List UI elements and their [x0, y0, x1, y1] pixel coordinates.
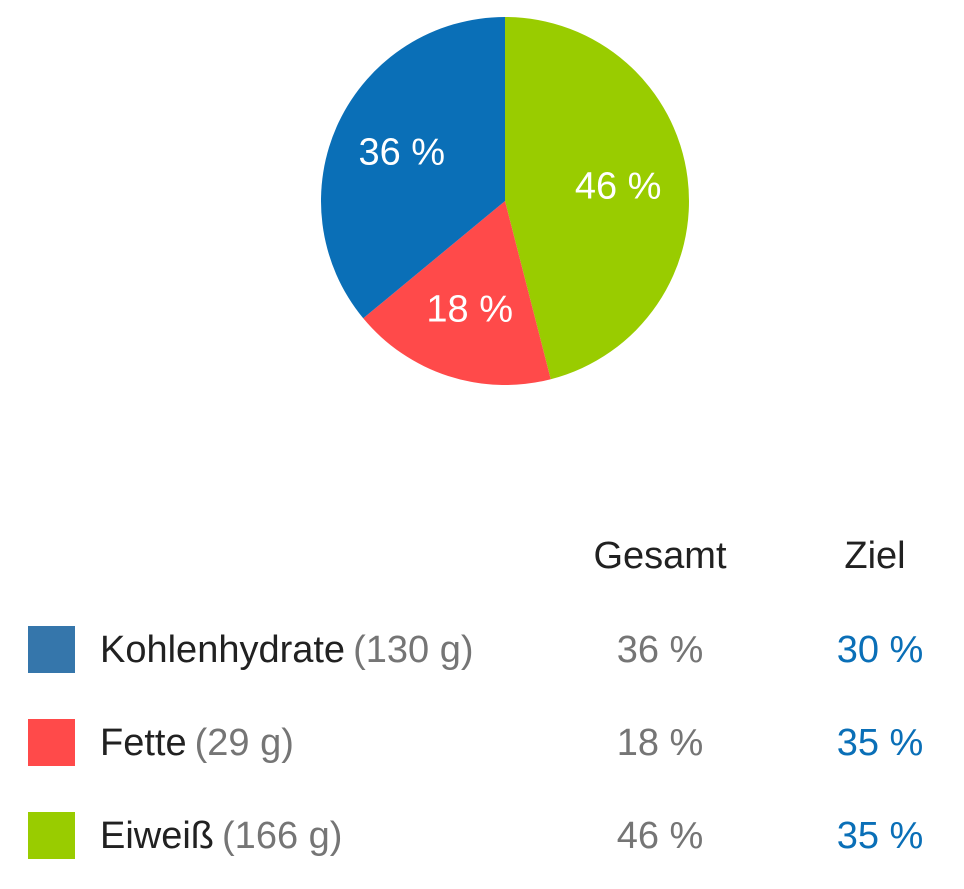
pie-slice-label: 46 %: [575, 166, 662, 208]
row-amount: (130 g): [353, 629, 474, 671]
row-amount: (29 g): [194, 722, 294, 764]
pie-slice-label: 36 %: [358, 131, 445, 173]
pie-slice-fette: [363, 201, 551, 386]
row-goal: 35 %: [836, 815, 924, 857]
row-total: 18 %: [616, 722, 704, 764]
row-total: 36 %: [616, 629, 704, 671]
macro-pie-chart: 46 % 18 % 36 %: [0, 0, 964, 420]
row-total: 46 %: [616, 815, 704, 857]
pie-slice-eiwei: [505, 17, 690, 380]
carbs-color-swatch: [28, 626, 75, 673]
legend-row-fats: Fette (29 g) 18 % 35 %: [0, 713, 964, 773]
legend-row-protein: Eiweiß (166 g) 46 % 35 %: [0, 806, 964, 866]
row-name: Eiweiß: [100, 815, 215, 857]
header-goal: Ziel: [844, 535, 906, 577]
pie-slice-kohlenhydrate: [321, 17, 505, 319]
legend-row-carbs: Kohlenhydrate (130 g) 36 % 30 %: [0, 620, 964, 680]
row-goal: 35 %: [836, 722, 924, 764]
protein-color-swatch: [28, 812, 75, 859]
row-amount: (166 g): [222, 815, 343, 857]
fats-color-swatch: [28, 719, 75, 766]
row-goal: 30 %: [836, 629, 924, 671]
row-name: Kohlenhydrate: [100, 629, 346, 671]
pie-chart-svg: 46 % 18 % 36 %: [321, 17, 690, 386]
pie-slice-label: 18 %: [426, 288, 513, 330]
header-total: Gesamt: [593, 535, 727, 577]
row-name: Fette: [100, 722, 187, 764]
